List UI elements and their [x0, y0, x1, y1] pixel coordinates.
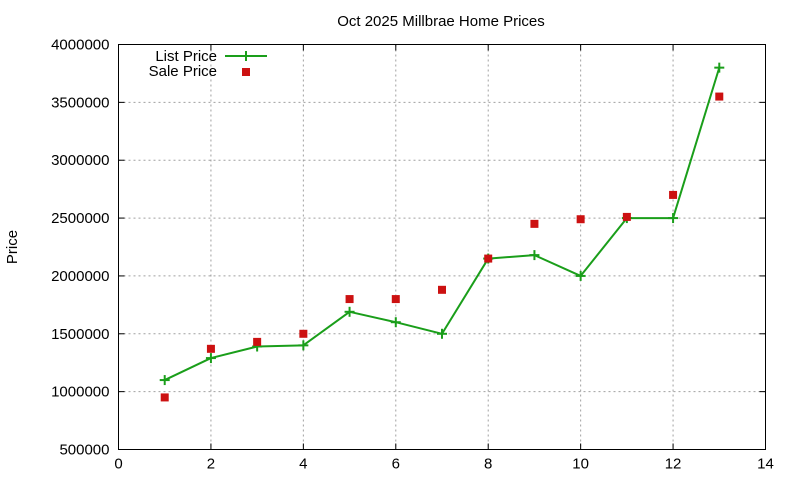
list-price-point	[575, 270, 586, 281]
sale-price-point	[576, 215, 585, 224]
x-tick-label: 12	[665, 456, 682, 473]
legend-label-list-price: List Price	[155, 48, 217, 65]
sale-price-point	[206, 344, 215, 353]
sale-price-point	[160, 393, 169, 402]
sale-price-point	[438, 285, 446, 294]
x-tick-label: 6	[392, 456, 400, 473]
chart-title: Oct 2025 Millbrae Home Prices	[337, 13, 545, 30]
y-tick-label: 2000000	[51, 268, 109, 285]
sale-price-point	[530, 219, 539, 228]
sale-price-point	[391, 295, 400, 304]
list-price-point	[205, 353, 216, 364]
list-price-point	[668, 213, 679, 224]
sale-price-point	[715, 92, 724, 101]
y-tick-label: 500000	[59, 442, 109, 459]
x-tick-label: 2	[207, 456, 215, 473]
legend-label-sale-price: Sale Price	[149, 63, 217, 80]
grid	[118, 44, 766, 450]
sale-price-point	[669, 190, 678, 199]
x-tick-label: 4	[299, 456, 307, 473]
legend-marker-list-price	[241, 51, 251, 61]
y-axis-label: Price	[4, 230, 21, 264]
list-price-point	[437, 328, 447, 339]
x-tick-label: 10	[572, 456, 589, 473]
x-tick-label: 14	[757, 456, 774, 473]
series	[159, 62, 725, 402]
list-price-point	[529, 250, 540, 261]
list-price-point	[159, 375, 170, 386]
axis-ticks: 0 2 4 6 8 10 12 14 500000 1000000 1500000 2000000 25…	[51, 37, 774, 473]
legend-marker-sale-price	[242, 68, 250, 76]
y-tick-label: 1000000	[51, 384, 109, 401]
x-tick-label: 0	[114, 456, 122, 473]
y-tick-label: 4000000	[51, 37, 109, 54]
list-price-point	[344, 306, 355, 317]
y-tick-label: 2500000	[51, 210, 109, 227]
plot-frame	[118, 44, 766, 450]
y-tick-label: 1500000	[51, 326, 109, 343]
sale-price-point	[253, 337, 262, 346]
y-tick-label: 3000000	[51, 152, 109, 169]
sale-price-point	[484, 254, 493, 263]
sale-price-point	[345, 295, 354, 304]
list-price-point	[390, 317, 401, 328]
y-tick-label: 3500000	[51, 94, 109, 111]
list-price-point	[714, 62, 725, 73]
list-price-point	[298, 340, 309, 351]
sale-price-point	[299, 329, 308, 338]
sale-price-point	[622, 212, 631, 221]
x-tick-label: 8	[484, 456, 492, 473]
